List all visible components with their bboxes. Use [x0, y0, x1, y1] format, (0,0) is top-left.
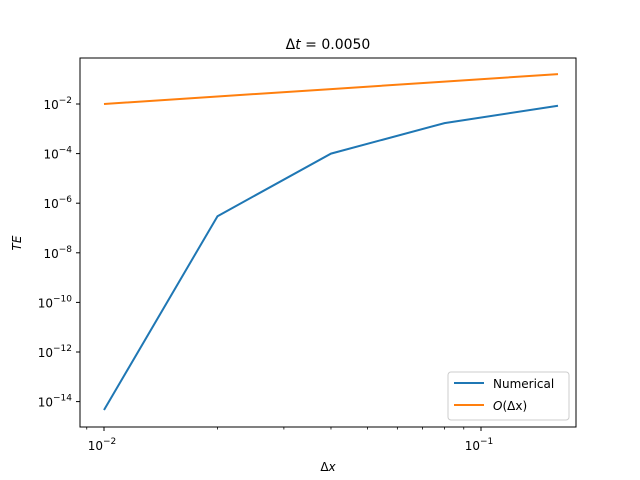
y-axis: 10−2 10−4 10−6 10−8 10−10 10−12 10−14	[38, 96, 80, 410]
chart-title: Δt = 0.0050	[286, 37, 371, 53]
y-tick-label: 10−10	[38, 294, 73, 310]
plot-area	[79, 57, 577, 428]
x-axis: 10−2 10−1	[86, 427, 494, 453]
legend-label-order: O(Δx)	[493, 399, 527, 413]
series-numerical-line	[103, 104, 559, 411]
x-tick-label: 10−1	[465, 437, 494, 453]
y-tick-label: 10−12	[38, 344, 72, 360]
legend-label-numerical: Numerical	[493, 377, 554, 391]
y-tick-label: 10−2	[43, 96, 72, 112]
x-axis-label: Δx	[320, 460, 336, 474]
series-order-line	[103, 73, 559, 105]
x-tick-label: 10−2	[88, 437, 117, 453]
y-tick-label: 10−6	[43, 195, 72, 211]
y-tick-label: 10−14	[38, 394, 73, 410]
legend: Numerical O(Δx)	[447, 371, 570, 421]
y-axis-label: TE	[10, 235, 24, 250]
y-tick-label: 10−4	[43, 146, 72, 162]
y-tick-label: 10−8	[43, 245, 72, 261]
